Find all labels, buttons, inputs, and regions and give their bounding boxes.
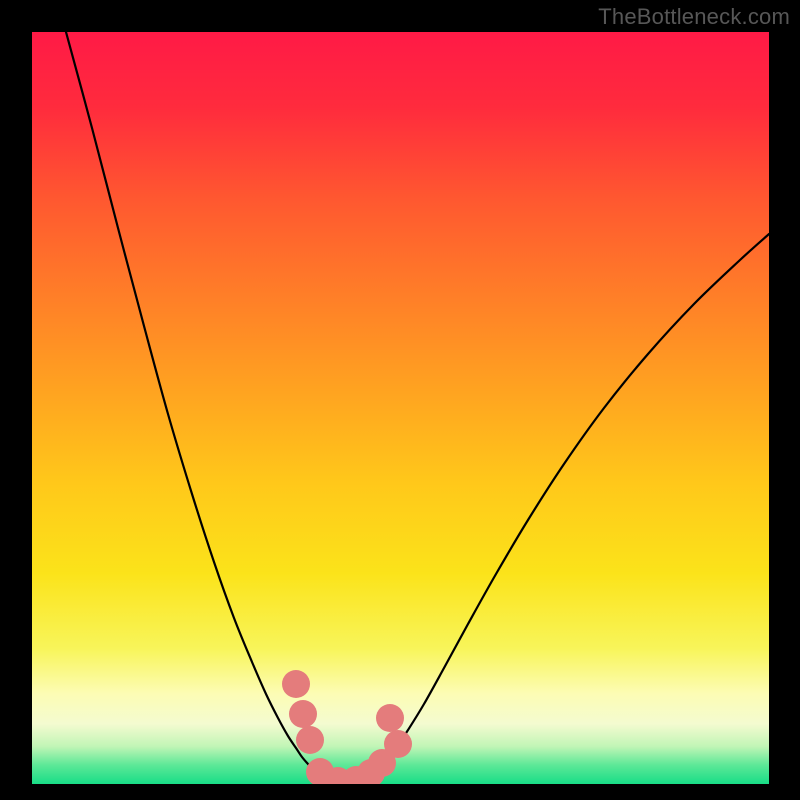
watermark-text: TheBottleneck.com	[598, 4, 790, 30]
marker-dot	[376, 704, 404, 732]
marker-dot	[384, 730, 412, 758]
marker-dot	[289, 700, 317, 728]
bottleneck-chart	[0, 0, 800, 800]
gradient-background	[32, 32, 769, 784]
marker-dot	[282, 670, 310, 698]
marker-dot	[296, 726, 324, 754]
